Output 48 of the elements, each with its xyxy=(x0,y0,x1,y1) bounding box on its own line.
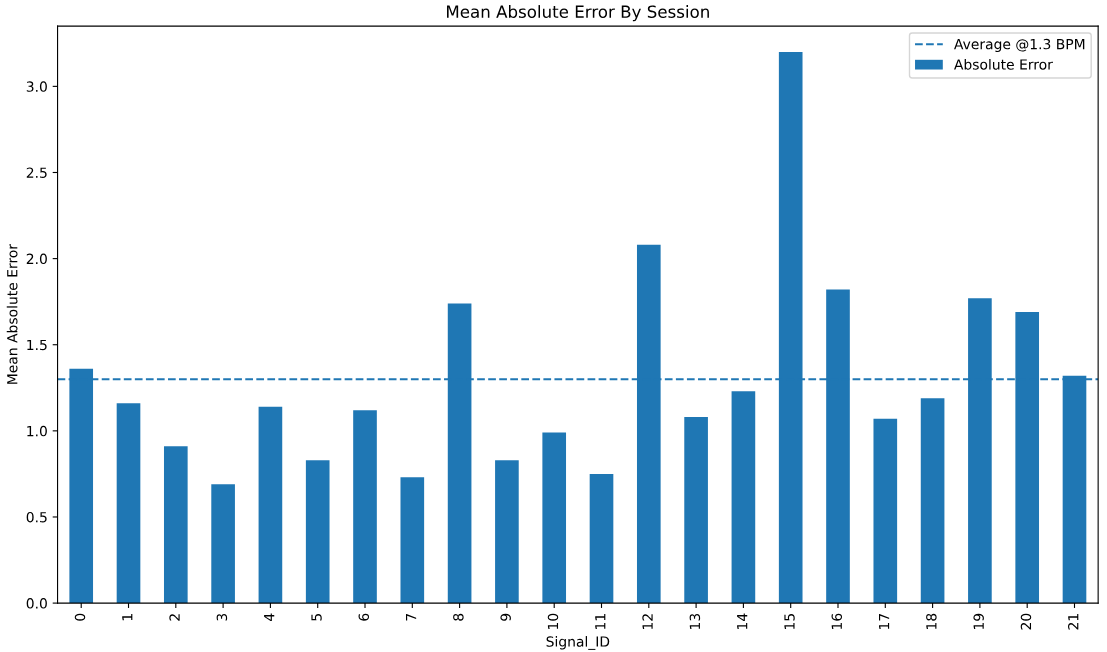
x-tick-label: 16 xyxy=(831,613,843,629)
bar xyxy=(211,484,235,604)
legend-label: Absolute Error xyxy=(954,58,1053,70)
x-tick-label: 9 xyxy=(500,613,511,621)
bar xyxy=(353,410,377,604)
x-tick-label: 3 xyxy=(216,613,228,621)
y-tick-label: 1.0 xyxy=(27,425,47,437)
x-tick-label: 6 xyxy=(358,613,370,621)
x-tick-label: 4 xyxy=(264,613,275,621)
x-tick-label: 14 xyxy=(737,613,748,629)
bar xyxy=(116,403,141,604)
x-tick-label: 20 xyxy=(1020,613,1032,630)
x-tick-label: 21 xyxy=(1068,614,1079,630)
x-tick-label: 13 xyxy=(689,613,701,629)
y-tick-label: 0.5 xyxy=(26,511,47,523)
x-tick-label: 8 xyxy=(453,613,464,621)
x-tick-label: 18 xyxy=(926,613,937,629)
x-tick-label: 2 xyxy=(169,614,180,621)
chart-title: Mean Absolute Error By Session xyxy=(447,5,709,22)
bar xyxy=(495,460,519,604)
bar xyxy=(873,418,898,604)
y-tick-label: 2.5 xyxy=(26,167,47,178)
x-tick-label: 0 xyxy=(74,613,86,621)
x-tick-label: 19 xyxy=(973,613,984,629)
x-axis-title: Signal_ID xyxy=(546,636,610,650)
x-tick-label: 17 xyxy=(879,614,890,629)
bar xyxy=(305,460,330,604)
bar xyxy=(684,417,708,604)
y-tick-label: 0.0 xyxy=(26,598,47,609)
bar xyxy=(400,477,425,604)
x-tick-label: 11 xyxy=(595,614,606,629)
legend-label: Average @1.3 BPM xyxy=(954,38,1085,53)
bar xyxy=(589,473,614,604)
x-tick-label: 1 xyxy=(122,614,133,621)
bar xyxy=(163,446,188,604)
y-tick-label: 3.0 xyxy=(26,81,47,92)
bar xyxy=(920,398,945,604)
y-tick-label: 2.0 xyxy=(26,253,47,265)
x-tick-label: 15 xyxy=(784,614,795,629)
bar xyxy=(258,406,283,604)
y-tick-label: 1.5 xyxy=(27,339,47,351)
x-tick-label: 5 xyxy=(311,614,322,621)
x-tick-label: 12 xyxy=(642,614,653,629)
x-tick-label: 7 xyxy=(406,614,417,621)
bar xyxy=(731,391,756,604)
y-axis-title: Mean Absolute Error xyxy=(6,243,18,384)
x-tick-label: 10 xyxy=(547,613,559,629)
bar xyxy=(542,432,567,604)
